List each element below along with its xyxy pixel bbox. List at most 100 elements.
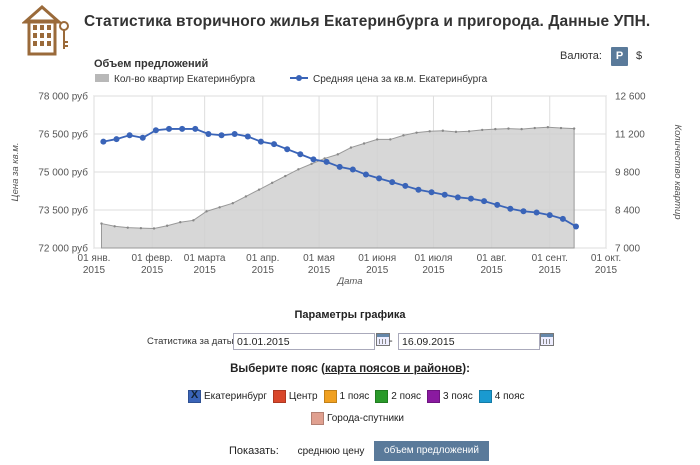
area-point (546, 126, 550, 129)
line-point (441, 191, 448, 198)
belt-checkbox[interactable] (272, 390, 286, 403)
line-point (218, 132, 225, 139)
date-range-row: Статистика за даты: - (0, 333, 700, 351)
area-point (205, 210, 208, 213)
line-point (520, 208, 527, 215)
line-point (192, 125, 199, 132)
x-tick-year: 2015 (194, 265, 217, 276)
x-tick-label: 01 янв. (78, 253, 111, 264)
x-tick-year: 2015 (480, 265, 503, 276)
line-point (454, 194, 461, 201)
belt-checkbox[interactable] (323, 390, 337, 403)
area-point (218, 206, 221, 209)
belt-option[interactable]: 4 пояс (478, 390, 525, 403)
x-axis-title: Дата (336, 276, 362, 287)
line-point (310, 156, 317, 163)
date-range-label: Статистика за даты: (147, 336, 237, 347)
x-tick-year: 2015 (595, 265, 618, 276)
belt-option-label: Города-спутники (327, 413, 405, 424)
belt-option[interactable]: 1 пояс (323, 390, 369, 403)
area-point (441, 129, 445, 132)
chart: Объем предложений Кол-во квартир Екатери… (10, 58, 683, 287)
line-point (323, 158, 330, 165)
belt-option-label: 2 пояс (391, 391, 422, 402)
area-point (572, 127, 576, 130)
x-tick-label: 01 июля (414, 253, 452, 264)
belt-option[interactable]: Екатеринбург (188, 389, 267, 403)
x-tick-year: 2015 (539, 265, 562, 276)
area-point (389, 138, 392, 141)
legend-area-swatch (95, 74, 109, 82)
x-tick-year: 2015 (141, 265, 164, 276)
line-point (481, 198, 488, 205)
area-point (428, 130, 431, 133)
currency-usd-button[interactable]: $ (635, 50, 643, 62)
belt-checkbox[interactable] (375, 390, 389, 403)
x-tick-year: 2015 (83, 265, 106, 276)
y-right-tick-label: 7 000 (615, 244, 640, 255)
area-point (375, 138, 379, 141)
belt-options: Екатеринбург Центр 1 пояс 2 пояс 3 пояс 4 поя… (188, 389, 530, 406)
page-title: Статистика вторичного жилья Екатеринбург… (84, 13, 651, 30)
area-point (152, 227, 156, 230)
date-from-input[interactable] (233, 333, 375, 350)
area-series-flats-count (101, 126, 575, 249)
show-avg-price-button[interactable]: среднюю цену (297, 446, 365, 457)
show-offers-button[interactable]: объем предложений (374, 441, 489, 461)
line-point (152, 127, 159, 134)
x-tick-year: 2015 (308, 265, 331, 276)
date-separator: - (389, 335, 393, 347)
calendar-icon[interactable] (540, 333, 554, 346)
area-point (113, 225, 116, 228)
belt-option[interactable]: 3 пояс (427, 390, 473, 403)
area-point (284, 174, 287, 178)
belt-option[interactable]: Центр (272, 390, 318, 403)
x-tick-label: 01 мая (303, 253, 335, 264)
area-point (494, 127, 497, 131)
date-to-input[interactable] (398, 333, 540, 350)
area-point (336, 153, 340, 156)
line-point (244, 133, 251, 140)
line-point (271, 141, 278, 148)
line-point (559, 215, 566, 222)
calendar-icon[interactable] (376, 333, 390, 346)
belt-option-label: Центр (288, 391, 318, 402)
belt-option-label: 4 пояс (494, 391, 525, 402)
belt-option[interactable]: 2 пояс (375, 390, 421, 403)
area-point (231, 202, 234, 205)
x-tick-year: 2015 (252, 265, 275, 276)
chart-legend: Кол-во квартир Екатеринбурга Средняя цена… (95, 73, 488, 85)
belt-map-link[interactable]: карта поясов и районов (324, 363, 463, 375)
area-point (533, 126, 536, 130)
x-tick-label: 01 окт. (591, 253, 621, 264)
y-tick-label: 76 500 руб (38, 129, 88, 141)
y-tick-label: 78 000 руб (38, 91, 88, 103)
area-point (126, 226, 129, 229)
y-right-tick-label: 9 800 (615, 168, 640, 179)
area-point (257, 188, 261, 191)
belt-option[interactable]: Города-спутники (311, 412, 404, 425)
belt-checkbox[interactable] (427, 390, 441, 403)
area-point (179, 221, 182, 224)
line-point (507, 205, 514, 212)
line-point (257, 138, 264, 145)
belt-option-label: 3 пояс (443, 391, 473, 402)
area-point (507, 127, 510, 130)
line-point (402, 182, 409, 189)
y-axis-title: Цена за кв.м. (10, 142, 21, 201)
line-point (113, 136, 120, 143)
belt-checkbox[interactable] (478, 390, 492, 403)
line-point (231, 131, 238, 137)
area-point (270, 181, 274, 185)
belt-checkbox[interactable] (311, 412, 324, 425)
area-point (100, 222, 103, 225)
x-tick-label: 01 февр. (131, 252, 172, 264)
line-point (179, 125, 186, 132)
x-tick-year: 2015 (422, 265, 445, 276)
currency-rub-button[interactable]: Р (611, 47, 628, 66)
area-point (362, 142, 366, 145)
line-point (533, 209, 540, 216)
line-point (284, 146, 291, 153)
y-tick-label: 72 000 руб (38, 243, 88, 255)
belt-checkbox[interactable] (188, 389, 201, 403)
